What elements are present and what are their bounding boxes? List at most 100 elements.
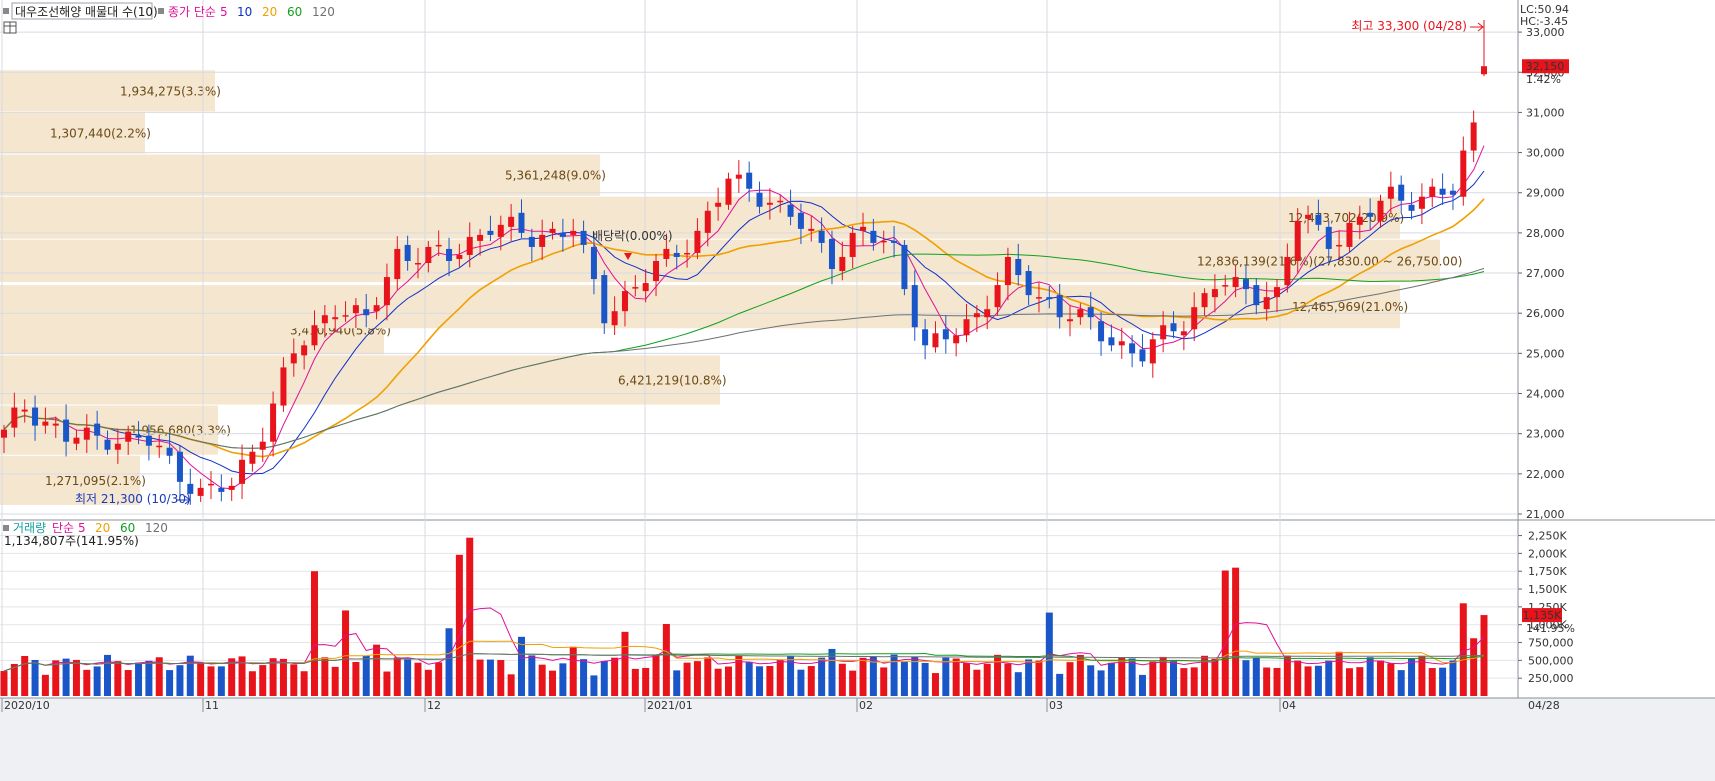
y-tick-label: 21,000 — [1526, 508, 1565, 521]
volume-bar — [942, 657, 950, 696]
ma-period-20: 20 — [262, 5, 277, 19]
vol-tick-label: 750,000 — [1528, 637, 1574, 650]
volume-bar — [828, 648, 836, 696]
volume-bar — [963, 662, 971, 696]
volume-bar — [1387, 663, 1395, 696]
volume-bar — [290, 664, 298, 696]
low-label: 최저 21,300 (10/30) — [75, 492, 191, 506]
y-tick-label: 30,000 — [1526, 147, 1565, 160]
y-tick-label: 23,000 — [1526, 428, 1565, 441]
volume-bar — [590, 675, 598, 696]
y-tick-label: 31,000 — [1526, 106, 1565, 119]
volume-current: 1,134,807주(141.95%) — [4, 534, 139, 548]
ma-period-120: 120 — [312, 5, 335, 19]
volume-bar — [114, 661, 122, 696]
candle-body — [94, 423, 101, 436]
candle-body — [1325, 226, 1332, 249]
candle-body — [1004, 256, 1011, 286]
vol-ma-title: 단순 — [52, 521, 74, 535]
candle-body — [1222, 285, 1229, 287]
volume-bar — [631, 668, 639, 696]
volume-bar — [600, 660, 608, 696]
volume-bar — [1470, 638, 1478, 696]
candle-body — [135, 435, 142, 438]
candle-body — [1098, 321, 1105, 342]
volume-bar — [176, 665, 184, 696]
lc-label: LC:50.94 — [1520, 3, 1569, 16]
candle-body — [187, 483, 194, 494]
vol-ma120-line — [3, 653, 1485, 672]
candle-body — [808, 228, 815, 231]
volume-bar — [1459, 603, 1467, 696]
volume-bar — [735, 655, 743, 696]
current-price: 32,150 — [1526, 60, 1565, 73]
volume-bars — [0, 537, 1488, 696]
volume-bar — [1118, 657, 1126, 696]
volume-bar — [1335, 651, 1343, 696]
volume-bar — [994, 654, 1002, 696]
candle-body — [777, 200, 784, 203]
volume-bar — [766, 666, 774, 696]
candle-body — [901, 244, 908, 290]
candle-body — [1232, 277, 1239, 288]
vol-tick-label: 2,000K — [1528, 547, 1567, 560]
profile-label: 5,361,248(9.0%) — [505, 169, 606, 183]
candle-body — [891, 240, 898, 243]
volume-bar — [1056, 673, 1064, 696]
candle-body — [601, 275, 608, 324]
candle-body — [249, 451, 256, 464]
volume-bar — [507, 674, 515, 696]
axes: 33,00032,00031,00030,00029,00028,00027,0… — [1, 26, 1574, 712]
volume-title: 거래량 — [13, 521, 46, 535]
candle-body — [311, 325, 318, 346]
high-label: 최고 33,300 (04/28) — [1351, 19, 1467, 33]
volume-bar — [1252, 657, 1260, 696]
volume-bar — [217, 666, 225, 696]
candle-body — [839, 256, 846, 272]
candle-body — [145, 435, 152, 446]
volume-bar — [538, 664, 546, 696]
candle-body — [290, 353, 297, 364]
volume-bar — [745, 661, 753, 696]
volume-bar — [393, 657, 401, 696]
candle-body — [435, 244, 442, 247]
profile-range-label: 12,836,139(21.6%)(27,830.00 ~ 26,750.00) — [1197, 254, 1462, 268]
candle-body — [621, 291, 628, 312]
current-volume-pct: 141.95% — [1526, 622, 1575, 635]
volume-bar — [1408, 658, 1416, 696]
candle-body — [766, 202, 773, 205]
volume-bar — [1097, 670, 1105, 696]
chart-title: 대우조선해양 매물대 수(10) — [15, 5, 158, 19]
volume-bar — [983, 663, 991, 696]
candle-body — [880, 240, 887, 243]
candle-body — [1077, 309, 1084, 318]
candle-body — [942, 329, 949, 340]
candle-body — [818, 230, 825, 243]
volume-bar — [93, 666, 101, 696]
volume-bar — [1428, 668, 1436, 696]
x-tick-label: 2021/01 — [647, 699, 693, 712]
vol-ma-period-60: 60 — [120, 521, 135, 535]
candle-body — [580, 230, 587, 245]
candle-body — [456, 254, 463, 259]
profile-label: 1,307,440(2.2%) — [50, 126, 151, 140]
volume-bar — [1314, 665, 1322, 696]
candle-body — [270, 403, 277, 442]
candle-body — [332, 317, 339, 320]
candle-body — [963, 319, 970, 336]
candle-body — [363, 309, 370, 316]
vol-ma-period-120: 120 — [145, 521, 168, 535]
candle-body — [849, 232, 856, 257]
volume-bar — [517, 636, 525, 696]
volume-bar — [383, 671, 391, 696]
candle-body — [787, 204, 794, 217]
volume-bar — [228, 658, 236, 696]
volume-bar — [41, 674, 49, 696]
candle-body — [870, 230, 877, 243]
candle-body — [114, 443, 121, 450]
volume-bar — [1377, 660, 1385, 696]
volume-bar — [1087, 665, 1095, 696]
y-tick-label: 33,000 — [1526, 26, 1565, 39]
candle-body — [218, 487, 225, 492]
